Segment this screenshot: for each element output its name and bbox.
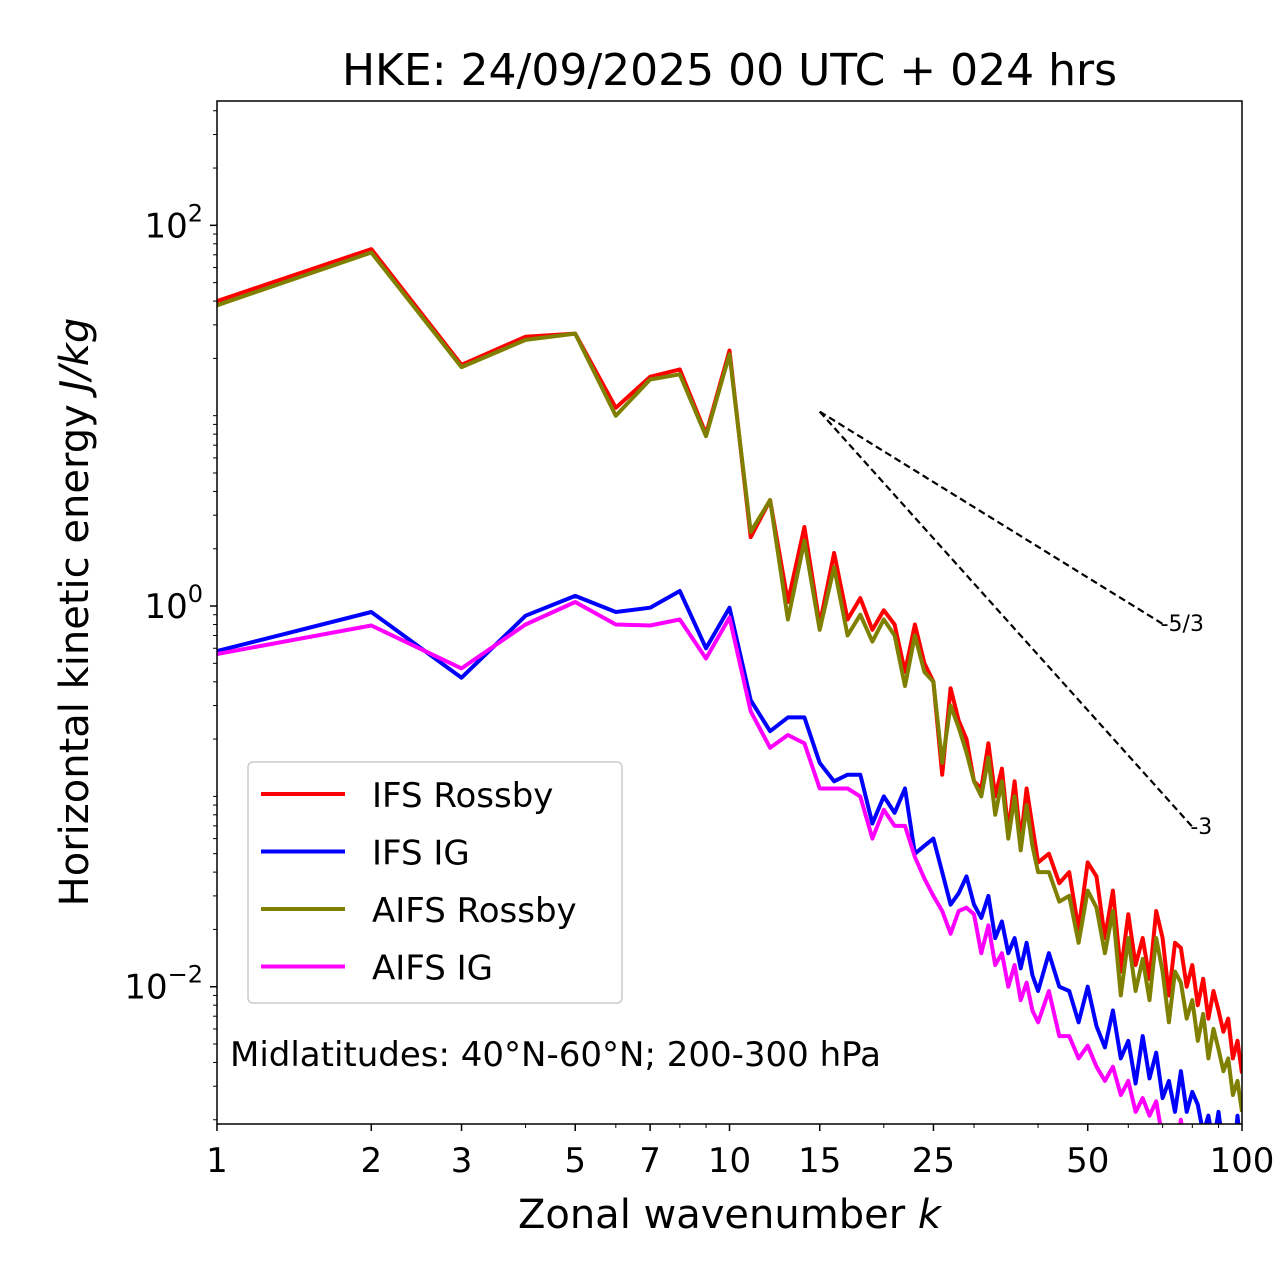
y-axis-label: Horizontal kinetic energy J/kg	[52, 318, 98, 907]
slope-line	[819, 410, 1164, 625]
y-tick-base: 10	[124, 968, 167, 1008]
slope-labels: -5/3 -3	[1161, 612, 1213, 840]
x-tick-label: 50	[1066, 1141, 1109, 1181]
y-tick-label: 102	[144, 199, 203, 246]
y-tick-exponent: −2	[168, 961, 203, 989]
chart-title: HKE: 24/09/2025 00 UTC + 024 hrs	[342, 45, 1117, 96]
x-tick-label: 10	[708, 1141, 751, 1181]
x-tick-label: 1	[206, 1141, 228, 1181]
x-tick-label: 2	[360, 1141, 382, 1181]
y-tick-exponent: 2	[188, 199, 203, 227]
x-tick-label: 15	[798, 1141, 841, 1181]
y-tick-base: 10	[144, 206, 187, 246]
legend-label: IFS Rossby	[372, 776, 553, 816]
series-lines	[217, 247, 1242, 1124]
legend-label: AIFS Rossby	[372, 891, 577, 931]
x-axis: 1 2 3 5 7 10 15 25 50 100	[206, 1124, 1274, 1181]
legend: IFS Rossby IFS IG AIFS Rossby AIFS IG	[247, 761, 623, 1004]
x-tick-label: 5	[564, 1141, 586, 1181]
x-tick-label: 3	[451, 1141, 473, 1181]
plot-area	[217, 247, 1242, 1124]
x-tick-label: 100	[1210, 1141, 1275, 1181]
series-line	[217, 589, 1241, 1124]
region-annotation: Midlatitudes: 40°N-60°N; 200-300 hPa	[230, 1035, 881, 1075]
y-axis-label-text: Horizontal kinetic energy	[52, 404, 98, 906]
y-axis-label-unit: J/kg	[52, 318, 98, 399]
y-tick-base: 10	[144, 587, 187, 627]
slope-label: -5/3	[1161, 612, 1204, 637]
y-tick-exponent: 0	[188, 580, 203, 608]
y-tick-label: 10−2	[124, 961, 203, 1008]
y-tick-label: 100	[144, 580, 203, 627]
x-tick-label: 25	[912, 1141, 955, 1181]
x-axis-label-text: Zonal wavenumber	[518, 1192, 906, 1238]
legend-label: IFS IG	[372, 834, 470, 874]
x-axis-label-var: k	[918, 1192, 943, 1238]
x-axis-label: Zonal wavenumber k	[518, 1192, 943, 1238]
x-tick-label: 7	[639, 1141, 661, 1181]
series-line	[217, 250, 1242, 1113]
legend-label: AIFS IG	[372, 949, 493, 989]
slope-lines	[818, 410, 1194, 828]
legend-box	[247, 761, 623, 1004]
slope-line	[818, 410, 1194, 828]
slope-label: -3	[1190, 815, 1212, 840]
series-line	[217, 600, 1184, 1124]
plot-frame	[216, 100, 1243, 1125]
